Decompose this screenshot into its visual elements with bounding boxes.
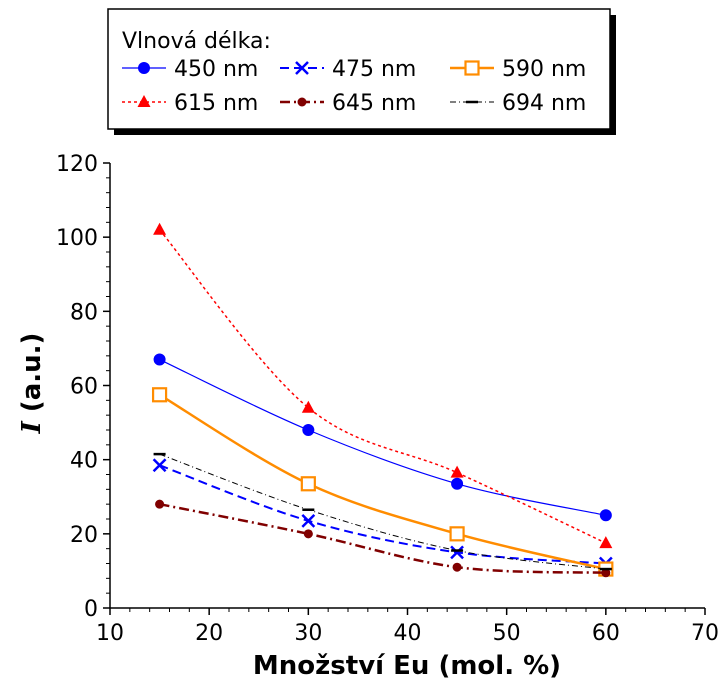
series-694-nm bbox=[153, 452, 612, 571]
point-615-nm bbox=[450, 465, 464, 478]
y-tick-label: 40 bbox=[70, 449, 98, 474]
legend-label: 645 nm bbox=[332, 91, 416, 116]
legend-entry-645-nm: 645 nm bbox=[280, 91, 416, 116]
x-tick-label: 70 bbox=[691, 621, 719, 646]
point-475-nm bbox=[152, 458, 167, 473]
legend-entry-450-nm: 450 nm bbox=[122, 57, 258, 82]
point-475-nm bbox=[301, 513, 316, 528]
point-450-nm bbox=[153, 353, 166, 366]
x-tick-label: 50 bbox=[493, 621, 521, 646]
legend-label: 475 nm bbox=[332, 57, 416, 82]
point-legend-615-nm bbox=[137, 95, 151, 107]
point-645-nm bbox=[303, 529, 313, 539]
legend-title: Vlnová délka: bbox=[122, 29, 271, 54]
axes: 10 20 30 40 50 60 70 0 20 40 60 80 100 120 bbox=[56, 152, 719, 646]
point-590-nm bbox=[300, 476, 316, 492]
point-legend-475-nm bbox=[295, 61, 309, 75]
point-590-nm bbox=[151, 387, 168, 403]
series-line-450-nm bbox=[159, 358, 606, 516]
y-axis-title: I (a.u.) bbox=[17, 333, 47, 435]
x-axis-title: Množství Eu (mol. %) bbox=[253, 651, 561, 681]
series-line-475-nm bbox=[159, 464, 606, 565]
series-615-nm bbox=[153, 222, 613, 549]
x-tick-label: 40 bbox=[394, 621, 422, 646]
legend-box bbox=[107, 8, 611, 130]
y-tick-label: 60 bbox=[70, 375, 98, 400]
x-tick-label: 20 bbox=[195, 621, 223, 646]
y-axis-title-rest: (a.u.) bbox=[17, 333, 47, 422]
x-tick-label: 30 bbox=[294, 621, 322, 646]
point-615-nm bbox=[301, 400, 315, 413]
point-legend-645-nm bbox=[297, 97, 307, 107]
point-615-nm bbox=[599, 536, 613, 549]
series-layer bbox=[151, 222, 614, 578]
series-line-615-nm bbox=[159, 229, 607, 544]
legend-label: 590 nm bbox=[502, 57, 586, 82]
series-line-694-nm bbox=[159, 453, 606, 570]
point-legend-450-nm bbox=[138, 62, 150, 74]
series-590-nm bbox=[151, 387, 614, 577]
point-615-nm bbox=[153, 222, 167, 235]
point-645-nm bbox=[601, 568, 611, 578]
x-tick-label: 60 bbox=[592, 621, 620, 646]
legend-entries: 450 nm 475 nm 590 nm 615 nm 645 nm 694 nm bbox=[122, 57, 586, 116]
point-475-nm bbox=[450, 545, 464, 560]
series-line-645-nm bbox=[159, 502, 606, 575]
point-450-nm bbox=[451, 477, 464, 490]
point-590-nm bbox=[449, 526, 465, 542]
x-tick-label: 10 bbox=[96, 621, 124, 646]
y-axis-title-italic: I bbox=[17, 420, 47, 434]
series-450-nm bbox=[153, 353, 612, 522]
legend-entry-694-nm: 694 nm bbox=[450, 91, 586, 116]
point-645-nm bbox=[155, 499, 165, 509]
point-645-nm bbox=[452, 562, 462, 572]
y-tick-label: 100 bbox=[56, 226, 98, 251]
y-tick-label: 20 bbox=[70, 523, 98, 548]
point-450-nm bbox=[599, 509, 612, 522]
legend-entry-590-nm: 590 nm bbox=[450, 57, 586, 82]
legend-label: 615 nm bbox=[174, 91, 258, 116]
point-450-nm bbox=[302, 424, 315, 436]
y-tick-label: 120 bbox=[56, 152, 98, 177]
series-645-nm bbox=[155, 499, 611, 578]
y-tick-label: 0 bbox=[84, 597, 98, 622]
legend-label: 694 nm bbox=[502, 91, 586, 116]
series-line-590-nm bbox=[158, 393, 607, 571]
legend-label: 450 nm bbox=[174, 57, 258, 82]
legend-entry-475-nm: 475 nm bbox=[280, 57, 416, 82]
point-legend-590-nm bbox=[464, 60, 480, 76]
legend-entry-615-nm: 615 nm bbox=[122, 91, 258, 116]
y-tick-label: 80 bbox=[70, 300, 98, 325]
